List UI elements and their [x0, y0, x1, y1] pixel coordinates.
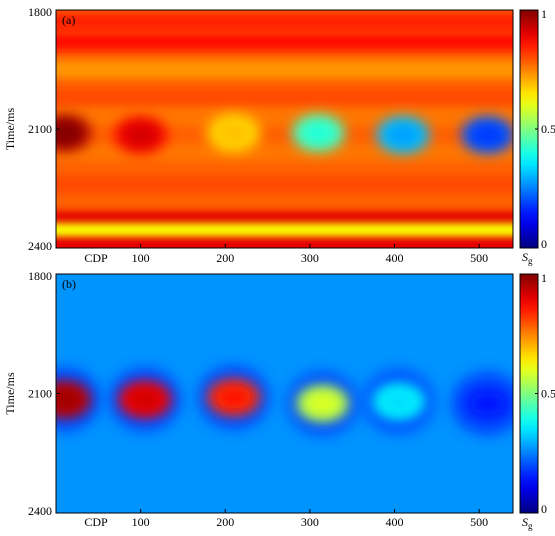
- anomaly-core: [469, 123, 506, 146]
- colorbar-tick-label: 1: [541, 271, 547, 285]
- y-tick-label: 2100: [28, 122, 52, 136]
- heatmap-band: [56, 32, 513, 51]
- x-tick-label: 400: [386, 515, 404, 529]
- heatmap-panel-1: [56, 10, 513, 248]
- anomaly-core: [215, 386, 252, 409]
- colorbar-tick-label: 0: [541, 502, 547, 516]
- colorbar-tick-label: 0: [541, 237, 547, 251]
- anomaly-core: [56, 388, 83, 411]
- anomaly-core: [122, 123, 159, 146]
- anomaly-core: [384, 123, 421, 146]
- anomaly-core: [469, 392, 506, 415]
- x-tick-label: 400: [386, 251, 404, 265]
- anomaly-core: [304, 392, 341, 415]
- x-tick-label: 200: [216, 251, 234, 265]
- x-tick-label: 100: [132, 251, 150, 265]
- x-tick-label: 200: [216, 515, 234, 529]
- colorbar-tick-label: 0.5: [541, 387, 555, 401]
- heatmap-band: [56, 237, 513, 248]
- anomaly-core: [300, 121, 337, 144]
- y-axis-label: Time/ms: [3, 108, 17, 151]
- heatmap-band: [56, 108, 513, 127]
- heatmap-band: [56, 175, 513, 194]
- x-tick-label: 500: [470, 515, 488, 529]
- x-axis-label: CDP: [84, 251, 108, 265]
- x-tick-label: 100: [132, 515, 150, 529]
- y-tick-label: 1800: [28, 5, 52, 19]
- heatmap-panel-2: [56, 274, 513, 513]
- x-tick-label: 300: [301, 515, 319, 529]
- panel-label: (a): [62, 13, 75, 27]
- anomaly-core: [56, 121, 83, 144]
- x-axis-label: CDP: [84, 515, 108, 529]
- y-tick-label: 1800: [28, 269, 52, 283]
- y-tick-label: 2400: [28, 239, 52, 253]
- heatmap-band: [56, 223, 513, 242]
- heatmap-band: [56, 12, 513, 31]
- anomaly-core: [380, 390, 417, 413]
- colorbar-label: Sg: [522, 250, 533, 266]
- y-tick-label: 2100: [28, 387, 52, 401]
- colorbar-tick-label: 1: [541, 7, 547, 21]
- heatmap-band: [56, 88, 513, 107]
- anomaly-core: [215, 121, 252, 144]
- heatmap-band: [56, 143, 513, 162]
- heatmap-band: [56, 60, 513, 79]
- x-tick-label: 500: [470, 251, 488, 265]
- anomaly-core: [126, 388, 163, 411]
- panel-label: (b): [62, 277, 76, 291]
- colorbar-label: Sg: [522, 515, 533, 531]
- x-tick-label: 300: [301, 251, 319, 265]
- y-tick-label: 2400: [28, 504, 52, 518]
- y-axis-label: Time/ms: [3, 372, 17, 415]
- colorbar-tick-label: 0.5: [541, 122, 555, 136]
